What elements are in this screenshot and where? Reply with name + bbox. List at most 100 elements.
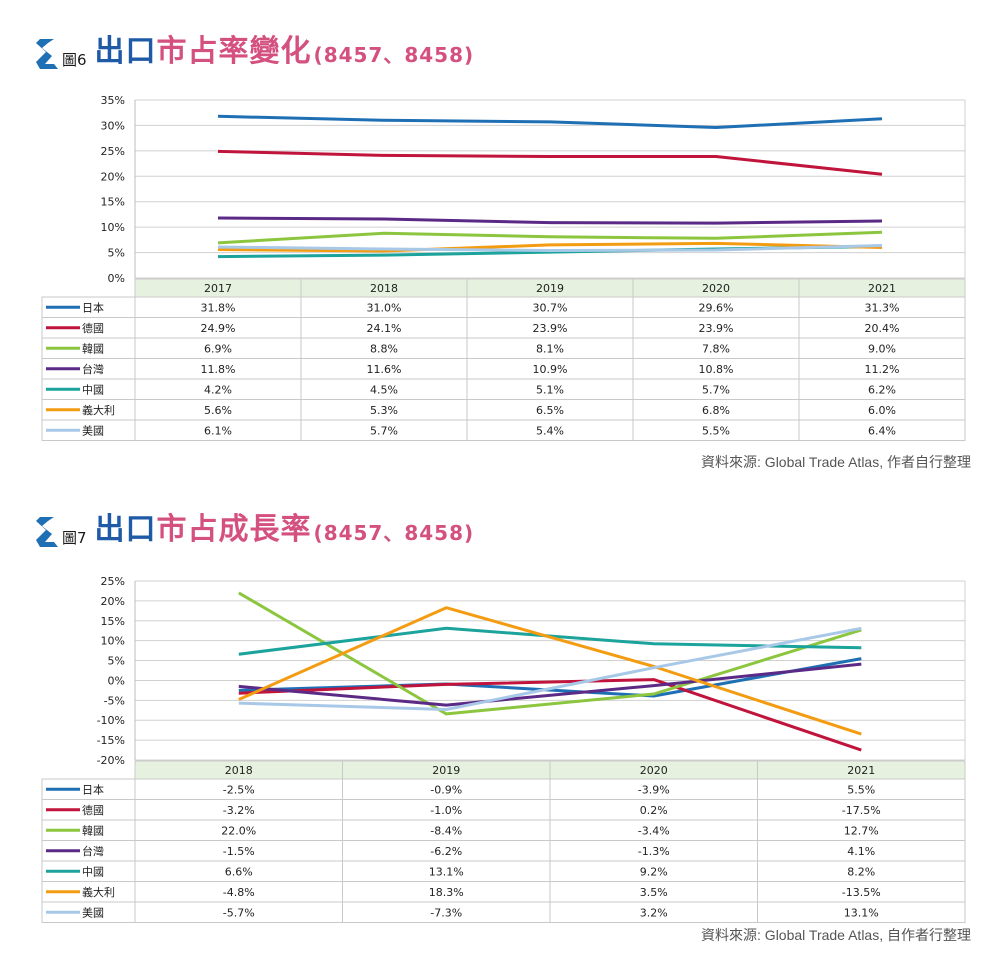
data-label: 31.0% — [367, 301, 402, 314]
series-line-義大利 — [217, 241, 883, 253]
data-label: 5.5% — [847, 783, 875, 796]
data-label: 11.2% — [865, 363, 900, 376]
y-tick-label: 20% — [101, 595, 125, 608]
data-label: -3.4% — [638, 824, 670, 837]
figure-label: 圖6 — [62, 51, 87, 69]
series-line-台灣 — [238, 662, 862, 707]
y-tick-label: -10% — [97, 714, 125, 727]
data-label: 31.8% — [201, 301, 236, 314]
table-category-label: 2019 — [536, 282, 564, 295]
data-label: -1.3% — [638, 845, 670, 858]
data-label: 23.9% — [533, 322, 568, 335]
y-tick-label: 0% — [108, 674, 125, 687]
figure-6-heading: 圖6 出口 市占率變化 (8457、8458) — [34, 30, 474, 70]
data-label: -17.5% — [842, 804, 881, 817]
data-label: 5.1% — [536, 383, 564, 396]
data-label: -6.2% — [430, 845, 462, 858]
data-label: 29.6% — [699, 301, 734, 314]
y-tick-label: 20% — [101, 170, 125, 183]
figure-label: 圖7 — [62, 529, 87, 547]
y-tick-label: 25% — [101, 575, 125, 588]
market-share-chart: 0% 5% 10% 15% 20% 25% 30% 35% 2017 2018 2019 2020 20… — [41, 94, 966, 441]
y-tick-label: 25% — [101, 145, 125, 158]
source-note: 資料來源: Global Trade Atlas, 自作者行整理 — [701, 927, 971, 943]
legend-label: 韓國 — [82, 824, 104, 837]
data-label: 11.8% — [201, 363, 236, 376]
data-label: 6.2% — [868, 383, 896, 396]
legend-label: 台灣 — [82, 362, 104, 376]
series-line-美國 — [238, 626, 862, 711]
series-line-台灣 — [217, 216, 883, 225]
data-label: 8.2% — [847, 865, 875, 878]
table-category-label: 2019 — [432, 764, 460, 777]
data-label: 3.5% — [640, 886, 668, 899]
data-label: 6.9% — [204, 342, 232, 355]
data-label: 20.4% — [865, 322, 900, 335]
data-label: 7.8% — [702, 342, 730, 355]
table-category-label: 2020 — [702, 282, 730, 295]
legend-label: 義大利 — [82, 885, 115, 899]
y-tick-label: -15% — [97, 734, 125, 747]
table-category-label: 2018 — [225, 764, 253, 777]
data-label: 24.1% — [367, 322, 402, 335]
arrow-logo-icon — [36, 39, 58, 69]
y-tick-label: 5% — [108, 655, 125, 668]
data-label: 5.7% — [702, 383, 730, 396]
data-label: 13.1% — [844, 906, 879, 919]
y-tick-label: 15% — [101, 615, 125, 628]
data-label: 18.3% — [429, 886, 464, 899]
data-label: -3.9% — [638, 783, 670, 796]
data-label: -1.0% — [430, 804, 462, 817]
data-label: 13.1% — [429, 865, 464, 878]
legend-label: 日本 — [82, 300, 104, 314]
series-line-德國 — [217, 149, 883, 176]
data-label: 6.0% — [868, 404, 896, 417]
legend-label: 美國 — [82, 906, 104, 919]
y-tick-label: 0% — [108, 272, 125, 285]
data-label: 5.3% — [370, 404, 398, 417]
table-category-label: 2021 — [847, 764, 875, 777]
title-pink: 市占成長率 — [156, 512, 312, 547]
data-label: -5.7% — [223, 906, 255, 919]
series-line-韓國 — [217, 230, 883, 245]
y-tick-label: 10% — [101, 221, 125, 234]
data-label: 10.9% — [533, 363, 568, 376]
data-label: 30.7% — [533, 301, 568, 314]
data-label: 10.8% — [699, 363, 734, 376]
data-label: -3.2% — [223, 804, 255, 817]
data-label: 31.3% — [865, 301, 900, 314]
title-codes: (8457、8458) — [313, 43, 475, 67]
y-tick-label: 5% — [108, 247, 125, 260]
table-category-label: 2017 — [204, 282, 232, 295]
y-tick-label: -20% — [97, 754, 125, 767]
arrow-logo-icon — [36, 517, 58, 547]
data-label: -2.5% — [223, 783, 255, 796]
data-label: 0.2% — [640, 804, 668, 817]
data-label: -13.5% — [842, 886, 881, 899]
data-label: 5.7% — [370, 424, 398, 437]
data-label: 6.8% — [702, 404, 730, 417]
table-frame — [41, 778, 966, 923]
y-tick-label: 30% — [101, 119, 125, 132]
source-note: 資料來源: Global Trade Atlas, 作者自行整理 — [701, 454, 971, 470]
title-blue: 出口 — [94, 512, 157, 547]
title-pink: 市占率變化 — [156, 34, 312, 69]
data-label: 4.5% — [370, 383, 398, 396]
data-label: 5.6% — [204, 404, 232, 417]
y-tick-label: 15% — [101, 196, 125, 209]
data-label: 6.6% — [225, 865, 253, 878]
data-label: 8.8% — [370, 342, 398, 355]
legend-label: 德國 — [82, 321, 104, 335]
data-label: 8.1% — [536, 342, 564, 355]
table-category-label: 2021 — [868, 282, 896, 295]
data-label: -7.3% — [430, 906, 462, 919]
legend-label: 韓國 — [82, 342, 104, 355]
data-label: 6.5% — [536, 404, 564, 417]
data-label: 9.2% — [640, 865, 668, 878]
series-line-德國 — [238, 678, 862, 752]
data-label: 11.6% — [367, 363, 402, 376]
data-label: -0.9% — [430, 783, 462, 796]
data-label: 6.1% — [204, 424, 232, 437]
data-label: 9.0% — [868, 342, 896, 355]
